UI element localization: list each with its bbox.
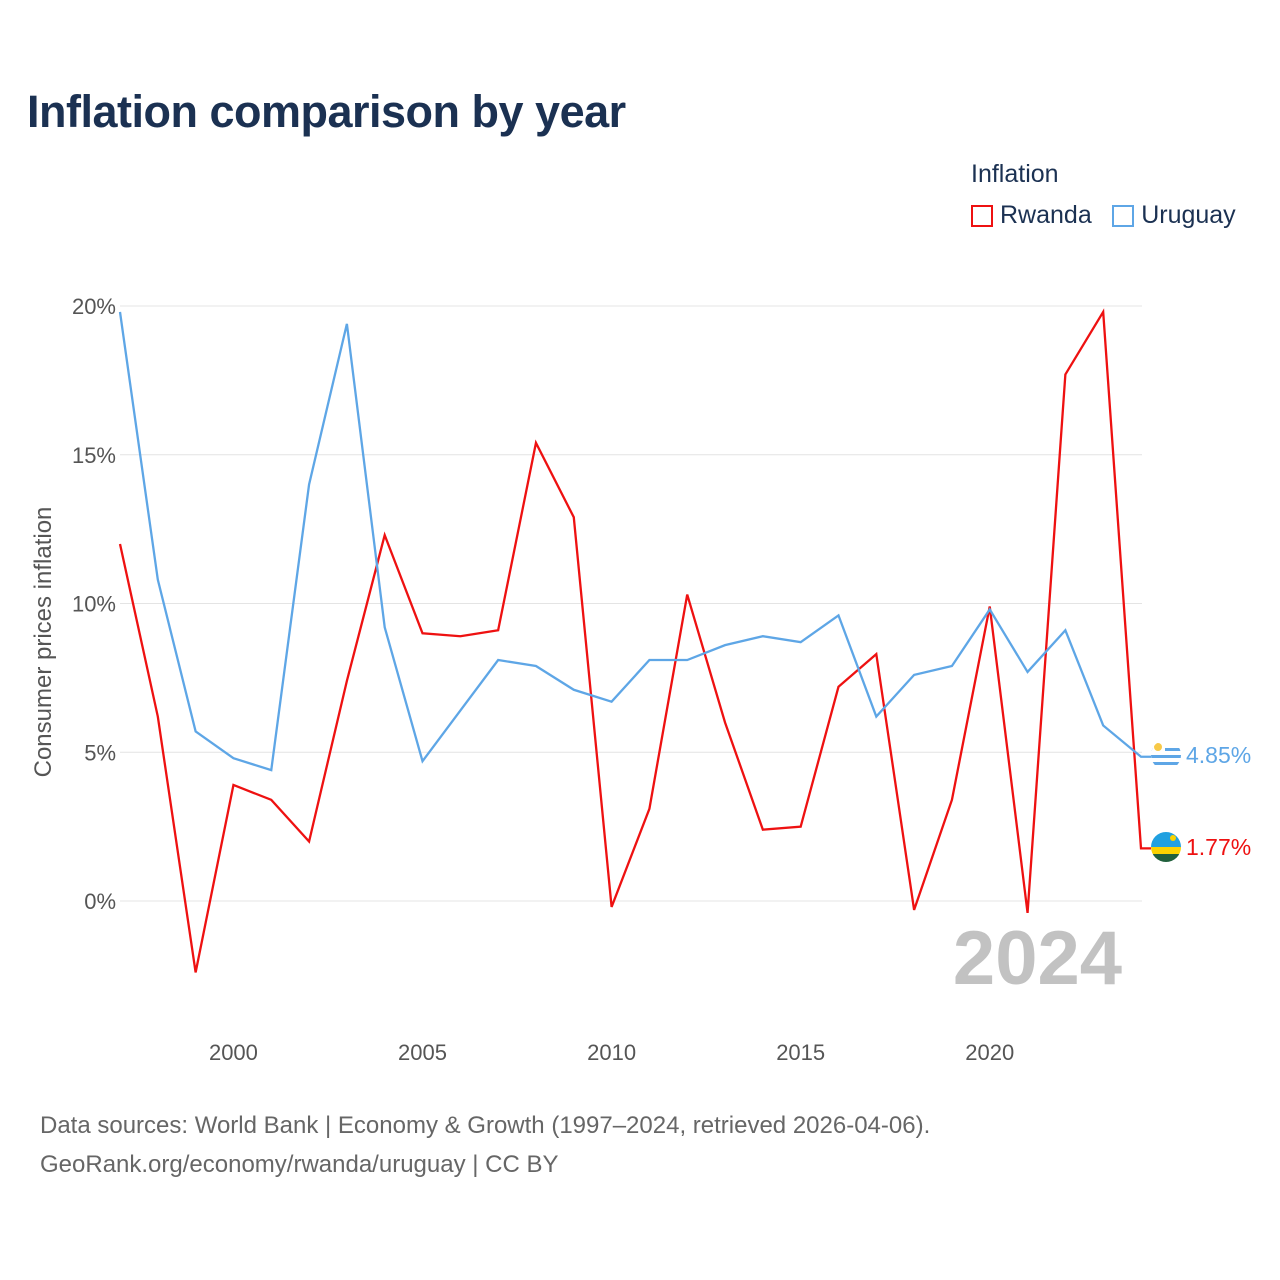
legend-title: Inflation — [971, 160, 1059, 188]
uruguay-flag-icon — [1151, 740, 1181, 770]
x-tick-label: 2005 — [398, 1040, 447, 1065]
legend-item-rwanda[interactable]: Rwanda — [971, 201, 1092, 230]
y-tick-label: 5% — [84, 740, 116, 765]
series-lines — [118, 308, 1151, 973]
y-tick-label: 0% — [84, 889, 116, 914]
legend-swatch-uruguay — [1112, 204, 1135, 227]
footer: Data sources: World Bank | Economy & Gro… — [40, 1106, 930, 1184]
y-tick-label: 20% — [72, 294, 116, 319]
legend: Inflation Rwanda Uruguay — [971, 160, 1236, 232]
series-line-uruguay — [118, 311, 1151, 772]
current-year-label: 2024 — [953, 916, 1122, 1001]
uruguay-end-value: 4.85% — [1186, 742, 1251, 768]
legend-label-rwanda: Rwanda — [1000, 201, 1092, 229]
legend-swatch-rwanda — [971, 204, 993, 227]
rwanda-flag-icon — [1151, 832, 1181, 862]
x-tick-label: 2000 — [209, 1040, 258, 1065]
legend-item-uruguay[interactable]: Uruguay — [1112, 201, 1236, 230]
x-tick-label: 2015 — [776, 1040, 825, 1065]
legend-label-uruguay: Uruguay — [1141, 201, 1236, 229]
y-tick-label: 15% — [72, 443, 116, 468]
gridlines — [120, 305, 1142, 902]
chart-title: Inflation comparison by year — [27, 86, 626, 137]
x-tick-label: 2010 — [587, 1040, 636, 1065]
y-axis: 0% 5% 10% 15% 20% — [72, 294, 116, 914]
line-chart: 0% 5% 10% 15% 20% 2000 2005 2010 2015 2020 Consu… — [30, 294, 1251, 1065]
y-tick-label: 10% — [72, 592, 116, 617]
x-axis: 2000 2005 2010 2015 2020 — [209, 1040, 1014, 1065]
x-tick-label: 2020 — [965, 1040, 1014, 1065]
footer-sources: Data sources: World Bank | Economy & Gro… — [40, 1112, 931, 1139]
series-line-rwanda — [118, 308, 1151, 973]
y-axis-label: Consumer prices inflation — [30, 507, 57, 778]
footer-attribution[interactable]: GeoRank.org/economy/rwanda/uruguay | CC … — [40, 1151, 559, 1178]
rwanda-end-value: 1.77% — [1186, 834, 1251, 860]
